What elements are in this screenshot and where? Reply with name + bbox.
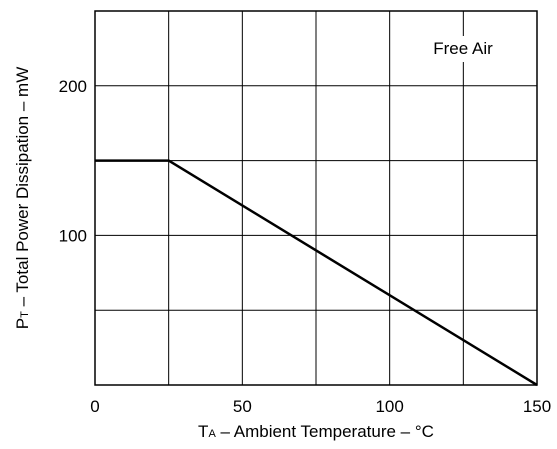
y-axis-label: PT – Total Power Dissipation – mW — [13, 67, 32, 329]
x-axis-label-subscript: A — [208, 428, 216, 440]
x-tick-label: 100 — [375, 397, 403, 416]
x-axis-label: TA – Ambient Temperature – °C — [198, 422, 434, 441]
x-tick-label: 50 — [233, 397, 252, 416]
x-axis-label-main: T — [198, 422, 208, 441]
tick-labels: 0 50 100 150 100 200 — [59, 77, 552, 416]
y-axis-label-rest: – Total Power Dissipation – mW — [13, 67, 32, 311]
x-tick-label: 0 — [90, 397, 99, 416]
annotation-background — [412, 36, 514, 62]
series-layer — [95, 159, 538, 387]
y-tick-label: 100 — [59, 226, 87, 245]
x-axis-label-rest: – Ambient Temperature – °C — [216, 422, 434, 441]
free-air-annotation: Free Air — [433, 39, 493, 58]
series-line — [95, 159, 538, 387]
grid-lines — [94, 10, 538, 386]
y-tick-label: 200 — [59, 77, 87, 96]
y-axis-label-subscript: T — [19, 311, 31, 318]
plot-frame — [94, 10, 538, 386]
y-axis-label-main: P — [13, 318, 32, 329]
x-tick-label: 150 — [523, 397, 551, 416]
